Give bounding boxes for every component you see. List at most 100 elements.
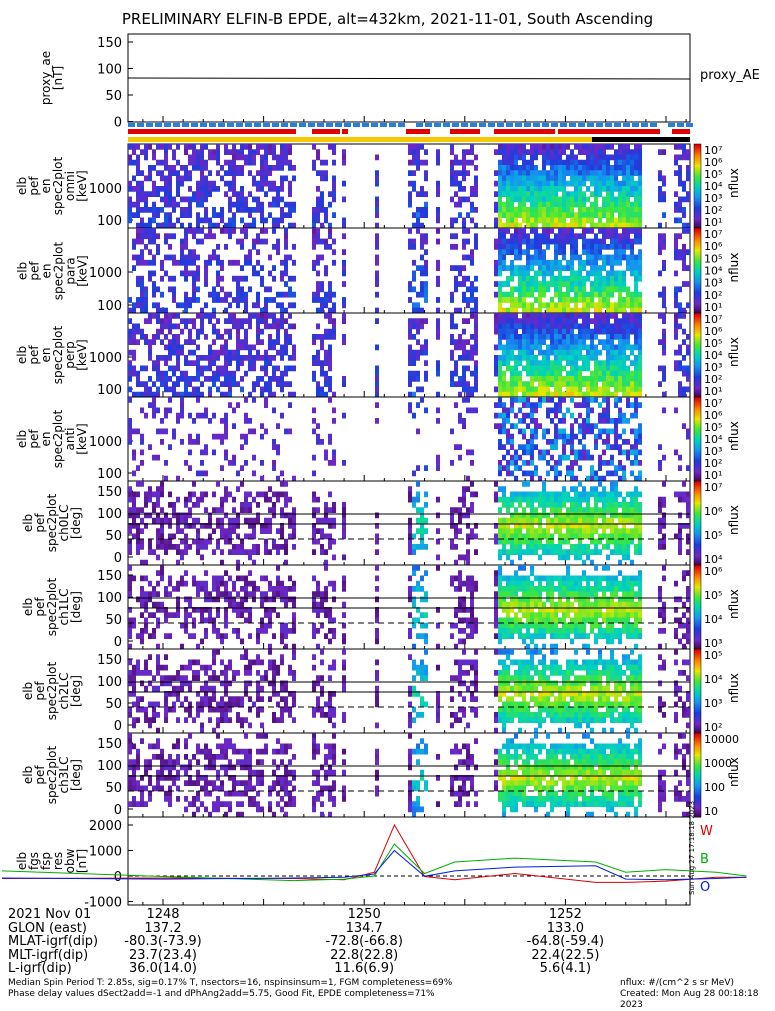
spec-cell [562, 197, 566, 203]
spec-cell [686, 228, 690, 234]
spec-cell [622, 350, 626, 356]
spec-cell [618, 345, 622, 351]
spec-cell [156, 555, 160, 561]
spec-cell [276, 160, 280, 166]
spec-cell [450, 355, 454, 361]
spec-cell [562, 350, 566, 356]
spec-cell [342, 413, 346, 419]
spec-cell [224, 170, 228, 176]
spec-cell [634, 450, 638, 456]
spec-cell [630, 191, 634, 197]
spec-cell [454, 371, 458, 377]
spec-cell [502, 244, 506, 250]
spec-cell [172, 350, 176, 356]
spec-cell [188, 249, 192, 255]
spec-cell [148, 313, 152, 319]
spec-cell [264, 371, 268, 377]
spec-cell [240, 502, 244, 508]
proxy-ae-line [128, 78, 690, 79]
spec-cell [272, 539, 276, 545]
spec-cell [502, 429, 506, 435]
spec-cell [458, 339, 462, 345]
spec-cell [522, 450, 526, 456]
spec-cell [526, 492, 530, 498]
spec-cell [638, 360, 642, 366]
spec-cell [148, 249, 152, 255]
spec-cell [454, 286, 458, 292]
spec-cell [594, 212, 598, 218]
spec-cell [136, 329, 140, 335]
spec-cell [518, 318, 522, 324]
spec-cell [510, 455, 514, 461]
spec-cell [546, 176, 550, 182]
spec-cell [132, 149, 136, 155]
spec-cell [470, 507, 474, 513]
spec-cell [288, 186, 292, 192]
spec-cell [502, 544, 506, 550]
spec-cell [542, 144, 546, 150]
spec-cell [256, 233, 260, 239]
spec-cell [156, 376, 160, 382]
spec-cell [614, 233, 618, 239]
spec-cell [538, 397, 542, 403]
spec-cell [522, 228, 526, 234]
spec-cell [342, 260, 346, 266]
spec-cell [638, 265, 642, 271]
spec-cell [542, 302, 546, 308]
spec-cell [236, 260, 240, 266]
spec-cell [342, 318, 346, 324]
spec-cell [196, 191, 200, 197]
spec-cell [682, 423, 686, 429]
spec-cell [586, 502, 590, 508]
spec-cell [232, 202, 236, 208]
spec-cell [284, 244, 288, 250]
spec-cell [678, 465, 682, 471]
spec-cell [542, 165, 546, 171]
spec-cell [574, 202, 578, 208]
spec-cell [412, 239, 416, 245]
spec-cell [470, 292, 474, 298]
spec-cell [538, 202, 542, 208]
spec-cell [470, 350, 474, 356]
spec-cell [542, 429, 546, 435]
spec-cell [180, 539, 184, 545]
spec-cell [454, 181, 458, 187]
spec-cell [578, 544, 582, 550]
spec-cell [216, 507, 220, 513]
spec-cell [634, 191, 638, 197]
spec-cell [332, 324, 336, 330]
spec-cell [252, 518, 256, 524]
spec-cell [550, 191, 554, 197]
spec-cell [530, 345, 534, 351]
spec-cell [268, 324, 272, 330]
status-blue-segment [389, 123, 396, 127]
spec-cell [184, 228, 188, 234]
spec-cell [216, 334, 220, 340]
spec-cell [276, 202, 280, 208]
spec-cell [498, 329, 502, 335]
spec-cell [570, 334, 574, 340]
spec-cell [140, 518, 144, 524]
spec-cell [416, 387, 420, 393]
spec-cell [156, 191, 160, 197]
spec-cell [412, 360, 416, 366]
spec-cell [674, 155, 678, 161]
spec-cell [462, 228, 466, 234]
spec-cell [136, 376, 140, 382]
spec-cell [498, 471, 502, 477]
spec-cell [530, 408, 534, 414]
spec-cell [606, 371, 610, 377]
spec-cell [276, 381, 280, 387]
spec-cell [168, 202, 172, 208]
spec-cell [244, 228, 248, 234]
spec-cell [375, 202, 379, 208]
spec-cell [634, 271, 638, 277]
spec-cell [570, 350, 574, 356]
spec-cell [156, 212, 160, 218]
spec-cell [622, 276, 626, 282]
spec-cell [454, 402, 458, 408]
spec-cell [558, 170, 562, 176]
spec-cell [140, 381, 144, 387]
spec-cell [582, 218, 586, 224]
spec-cell [232, 455, 236, 461]
